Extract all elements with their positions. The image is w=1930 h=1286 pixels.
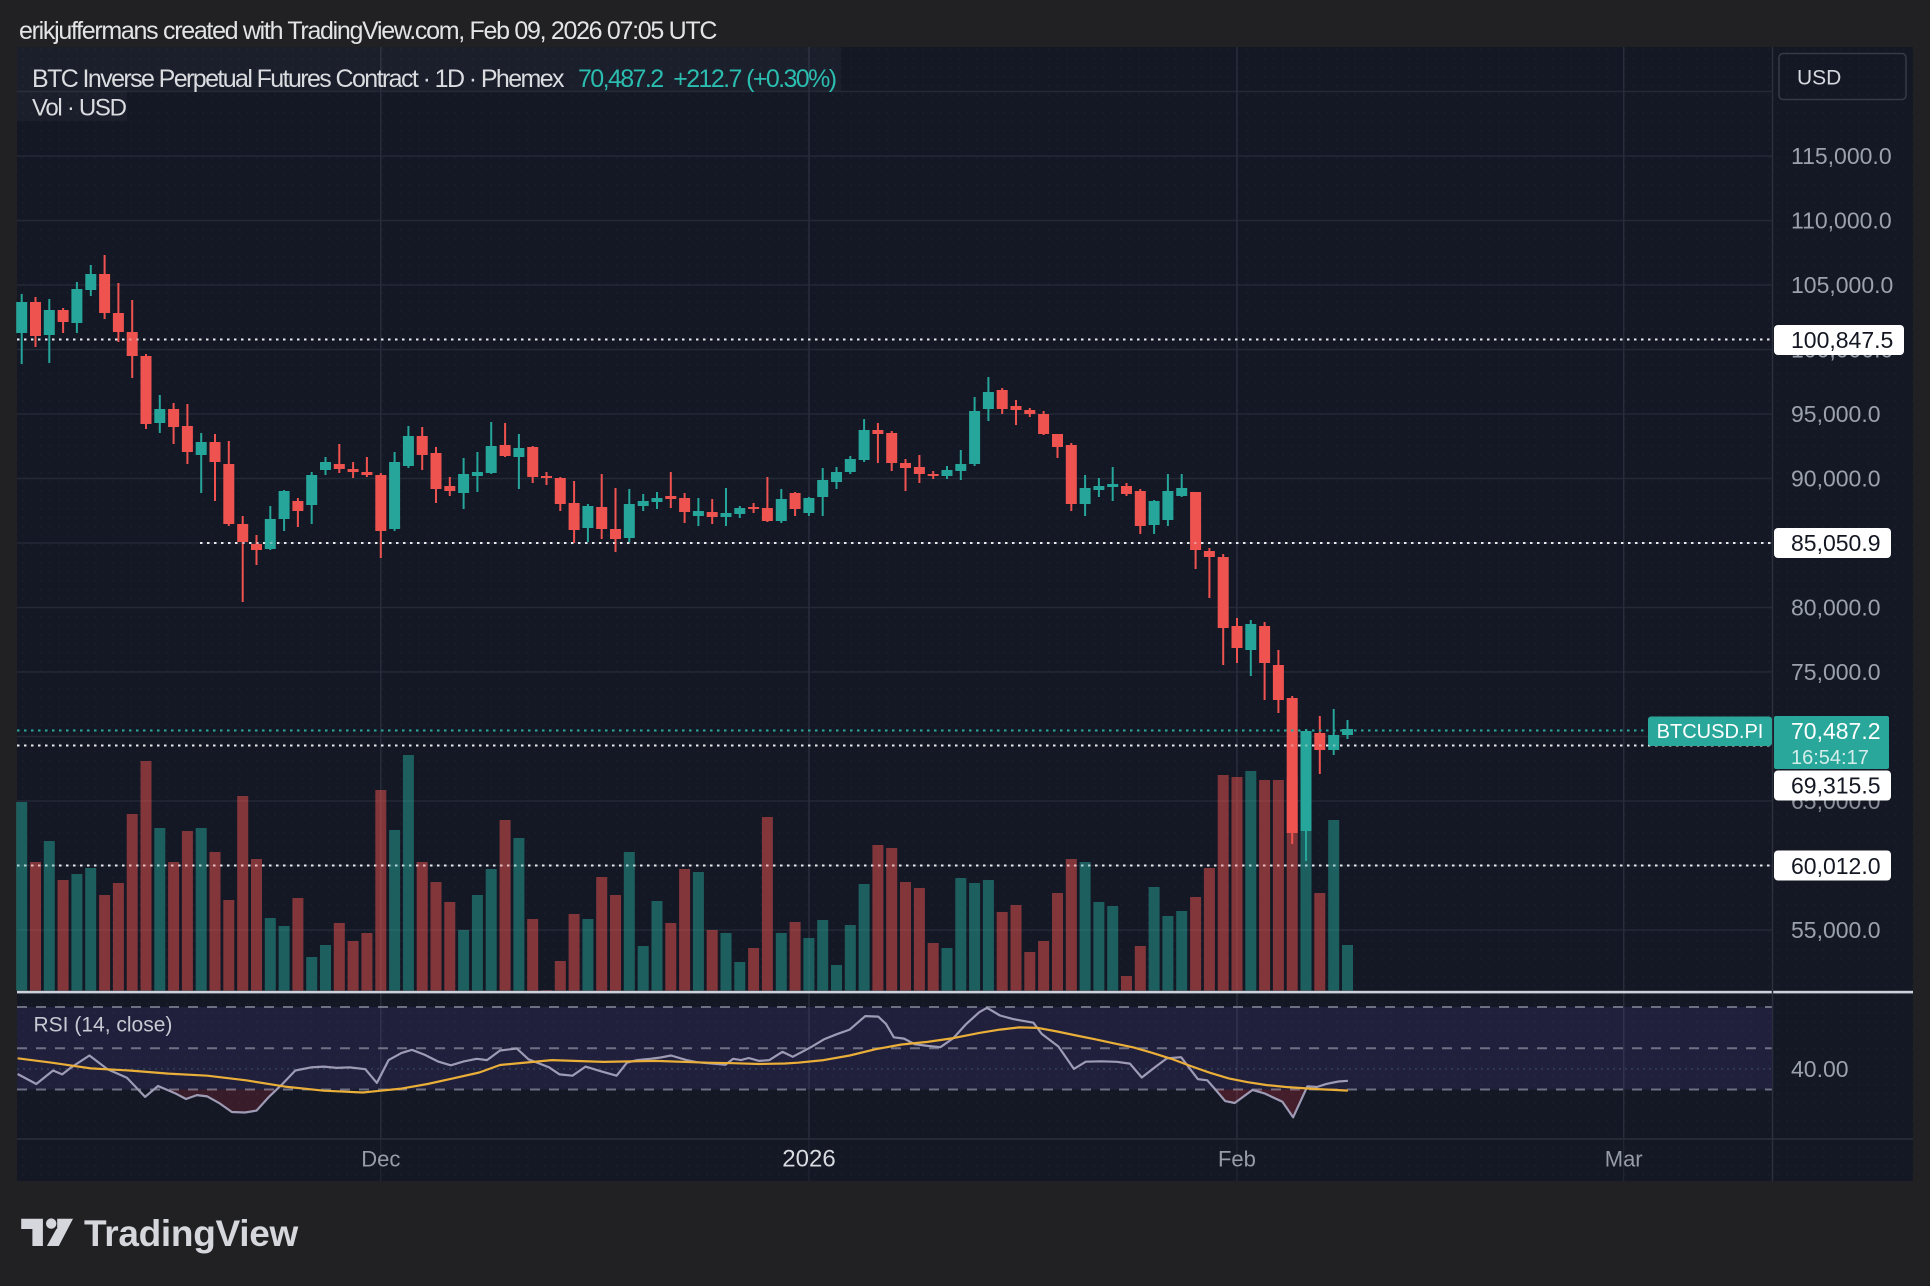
svg-text:90,000.0: 90,000.0 <box>1791 466 1881 492</box>
svg-text:Vol · USD: Vol · USD <box>32 95 127 122</box>
svg-text:2026: 2026 <box>782 1146 835 1173</box>
svg-text:60,012.0: 60,012.0 <box>1791 853 1881 879</box>
svg-text:erikjuffermans created with Tr: erikjuffermans created with TradingView.… <box>19 17 717 45</box>
svg-text:110,000.0: 110,000.0 <box>1791 208 1892 234</box>
svg-text:95,000.0: 95,000.0 <box>1791 401 1881 427</box>
svg-text:Dec: Dec <box>361 1147 400 1172</box>
svg-text:BTCUSD.PI: BTCUSD.PI <box>1657 721 1764 743</box>
svg-text:105,000.0: 105,000.0 <box>1791 272 1893 298</box>
svg-text:16:54:17: 16:54:17 <box>1791 747 1869 769</box>
svg-text:40.00: 40.00 <box>1791 1056 1849 1082</box>
svg-text:TradingView: TradingView <box>84 1213 298 1254</box>
svg-text:85,050.9: 85,050.9 <box>1791 530 1881 556</box>
svg-text:75,000.0: 75,000.0 <box>1791 659 1881 685</box>
svg-text:115,000.0: 115,000.0 <box>1791 143 1892 169</box>
svg-text:RSI (14, close): RSI (14, close) <box>34 1014 173 1037</box>
svg-text:Mar: Mar <box>1605 1147 1643 1172</box>
svg-text:BTC Inverse Perpetual Futures: BTC Inverse Perpetual Futures Contract ·… <box>32 65 565 93</box>
svg-text:USD: USD <box>1797 67 1841 90</box>
svg-text:69,315.5: 69,315.5 <box>1791 773 1881 799</box>
svg-text:70,487.2 +212.7 (+0.30%): 70,487.2 +212.7 (+0.30%) <box>578 65 836 93</box>
svg-text:70,487.2: 70,487.2 <box>1791 718 1881 744</box>
svg-text:80,000.0: 80,000.0 <box>1791 595 1881 621</box>
svg-text:55,000.0: 55,000.0 <box>1791 917 1881 943</box>
svg-text:100,847.5: 100,847.5 <box>1791 327 1893 353</box>
svg-text:Feb: Feb <box>1218 1147 1256 1172</box>
